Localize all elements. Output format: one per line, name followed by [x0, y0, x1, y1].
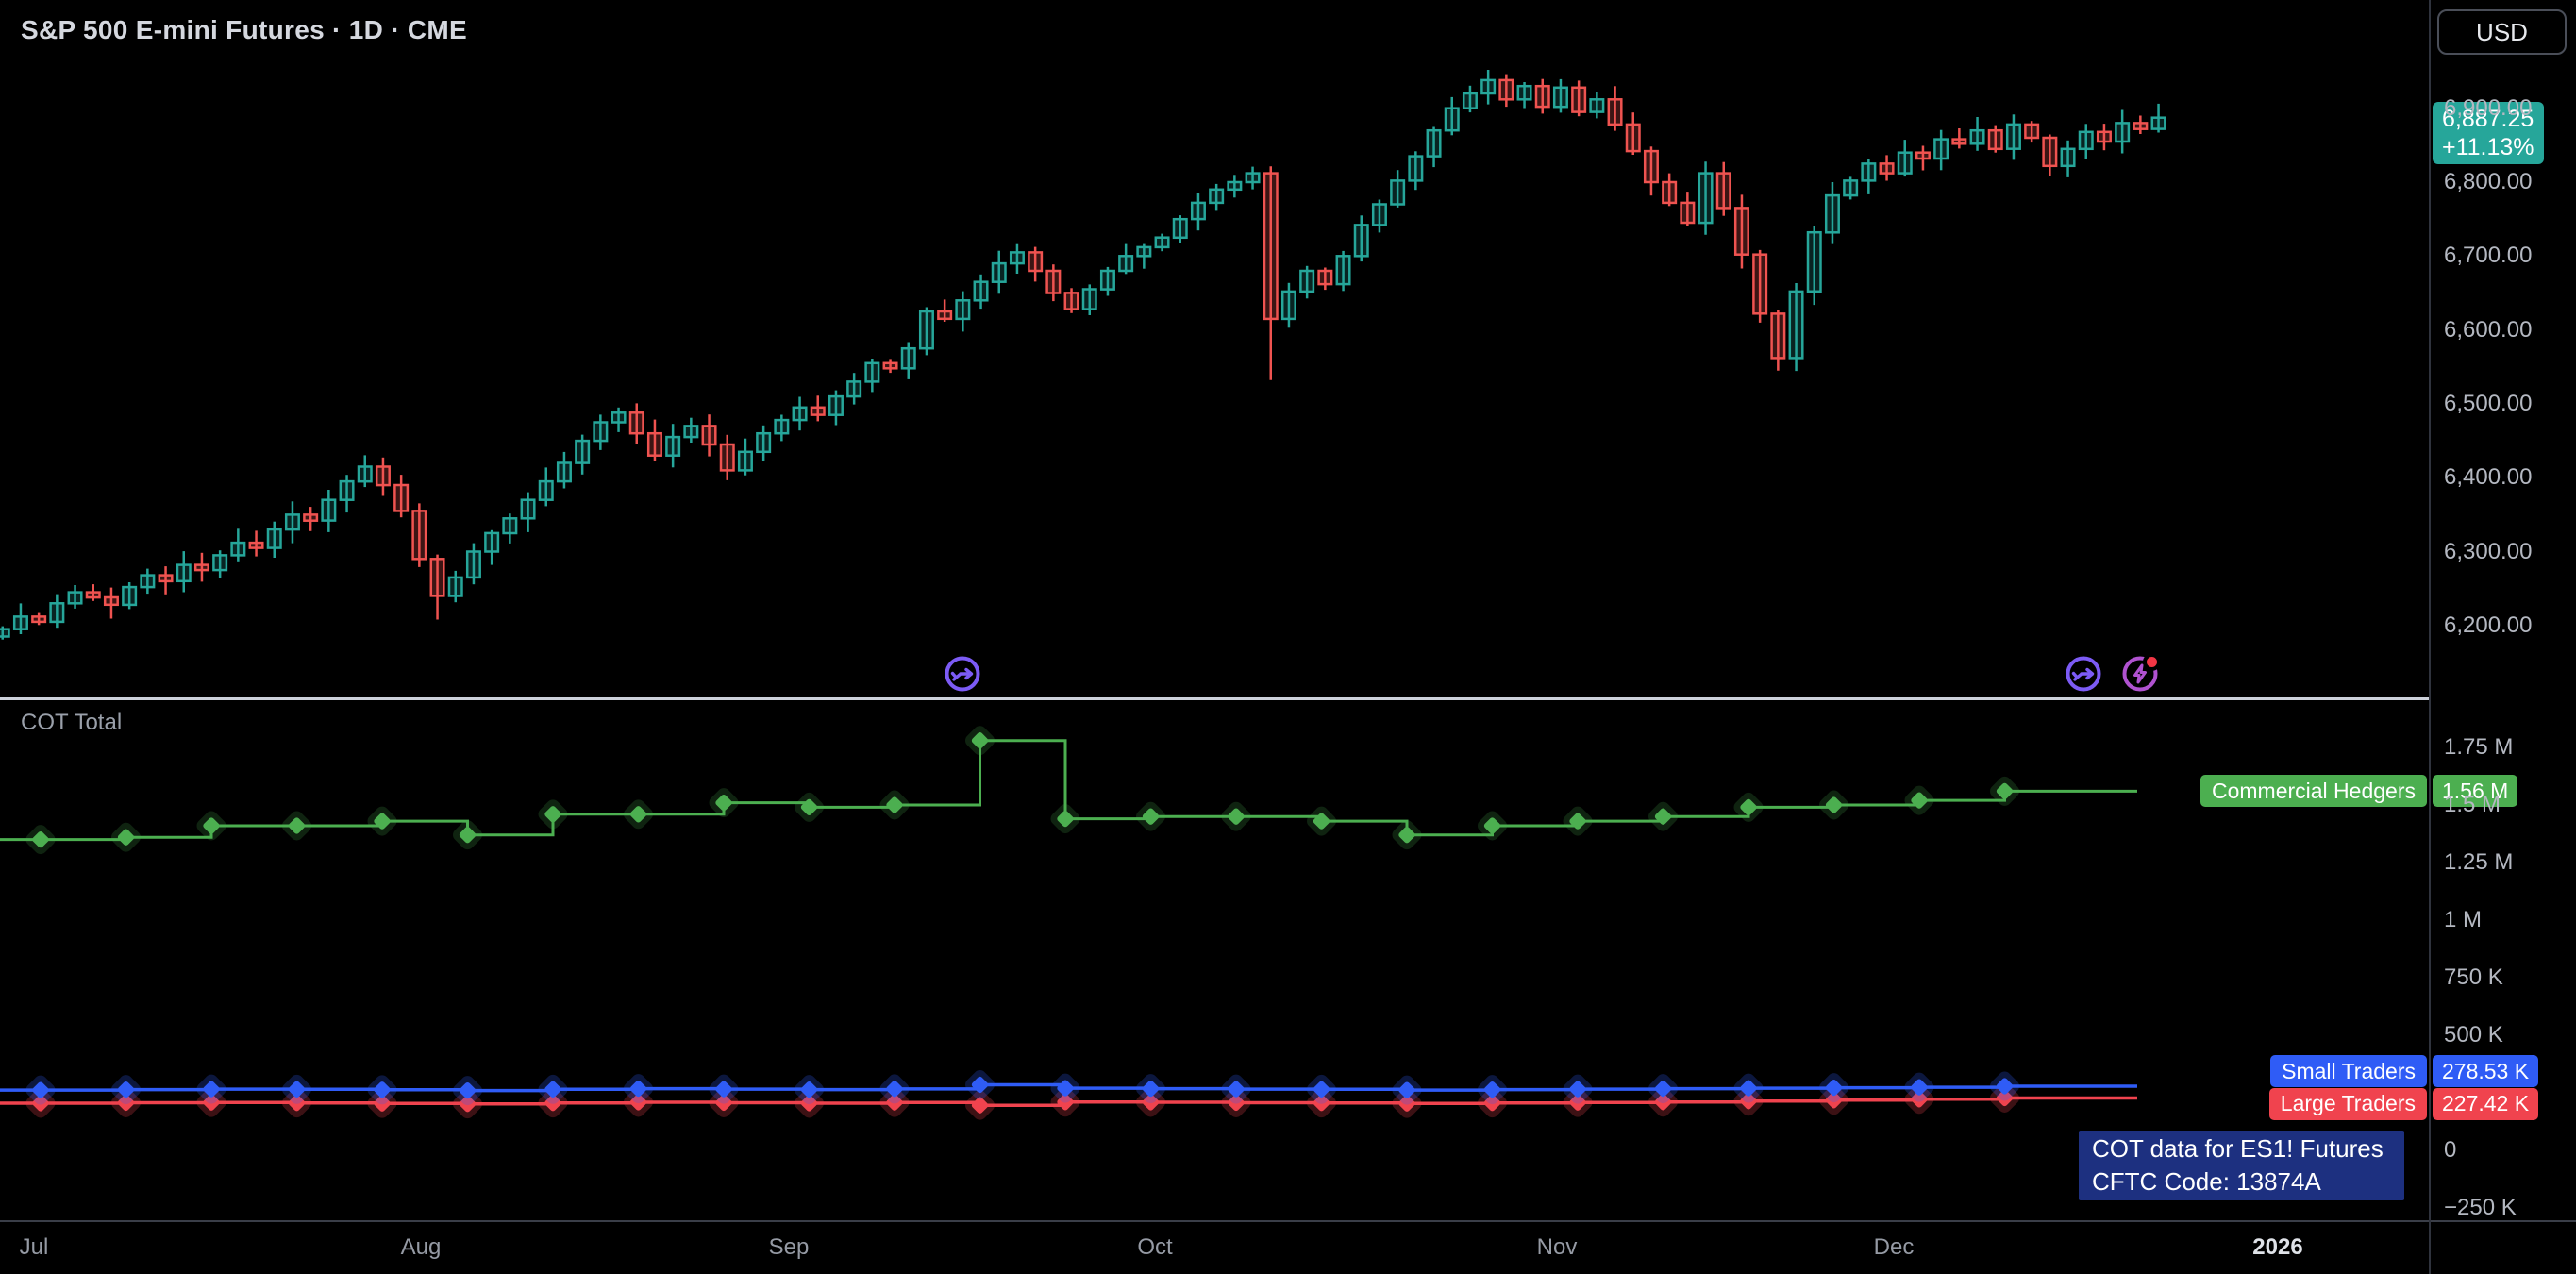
time-axis-label: Oct: [1137, 1234, 1173, 1260]
price-axis-border: [2429, 0, 2431, 1274]
pane-separator[interactable]: [0, 697, 2429, 700]
axis-tick-label: 750 K: [2444, 964, 2503, 990]
axis-tick-label: 6,700.00: [2444, 243, 2533, 269]
last-price-value: 6,887.25: [2442, 105, 2534, 132]
time-axis-label: Dec: [1873, 1234, 1915, 1260]
time-axis-label: 2026: [2252, 1234, 2303, 1260]
axis-tick-label: 1.25 M: [2444, 849, 2514, 875]
axis-tick-label: 6,200.00: [2444, 612, 2533, 638]
last-price-change: +11.13%: [2442, 133, 2534, 160]
candlestick-chart-canvas[interactable]: [0, 0, 2429, 1274]
large-traders-value-badge: 227.42 K: [2433, 1087, 2539, 1120]
time-axis-label: Jul: [19, 1234, 49, 1260]
large-traders-label: Large Traders: [2268, 1087, 2427, 1120]
small-traders-value-badge: 278.53 K: [2433, 1055, 2539, 1088]
trend-arrow-icon[interactable]: [942, 653, 983, 695]
time-axis-separator: [0, 1220, 2576, 1222]
symbol-title[interactable]: S&P 500 E-mini Futures · 1D · CME: [21, 15, 468, 44]
time-axis-label: Sep: [768, 1234, 810, 1260]
axis-tick-label: 0: [2444, 1137, 2457, 1163]
small-traders-label: Small Traders: [2270, 1055, 2427, 1088]
axis-tick-label: 500 K: [2444, 1022, 2503, 1048]
axis-tick-label: 6,600.00: [2444, 316, 2533, 343]
axis-tick-label: 6,500.00: [2444, 390, 2533, 416]
axis-tick-label: 1 M: [2444, 907, 2483, 932]
indicator-title[interactable]: COT Total: [21, 710, 123, 735]
currency-button[interactable]: USD: [2437, 9, 2567, 55]
axis-tick-label: 6,300.00: [2444, 538, 2533, 564]
cot-info-line1: COT data for ES1! Futures: [2092, 1134, 2384, 1163]
commercial-hedgers-value-badge: 1.56 M: [2433, 775, 2518, 808]
axis-tick-label: 1.75 M: [2444, 734, 2514, 760]
axis-tick-label: 6,800.00: [2444, 169, 2533, 194]
commercial-hedgers-label: Commercial Hedgers: [2200, 775, 2427, 808]
time-axis-label: Nov: [1536, 1234, 1578, 1260]
last-price-badge: 6,887.25 +11.13%: [2433, 101, 2544, 164]
cot-indicator-canvas[interactable]: [0, 0, 2429, 1274]
trend-arrow-icon[interactable]: [2063, 653, 2104, 695]
axis-tick-label: −250 K: [2444, 1195, 2517, 1220]
axis-tick-label: 1.5 M: [2444, 792, 2501, 817]
cot-info-box: COT data for ES1! Futures CFTC Code: 138…: [2079, 1131, 2404, 1200]
time-axis-label: Aug: [400, 1234, 442, 1260]
axis-tick-label: 6,900.00: [2444, 94, 2533, 121]
lightning-icon[interactable]: [2119, 653, 2161, 695]
cot-info-line2: CFTC Code: 13874A: [2092, 1167, 2321, 1196]
axis-tick-label: 6,400.00: [2444, 464, 2533, 491]
